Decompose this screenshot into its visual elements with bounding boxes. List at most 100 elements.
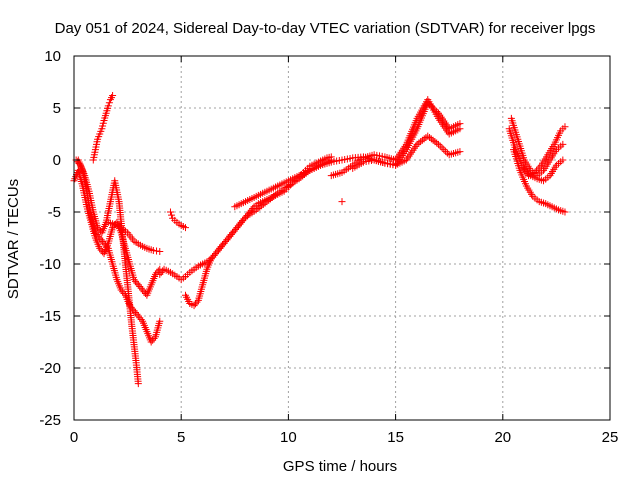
y-tick-label: -10 [39,256,61,273]
data-point-fill [131,277,139,285]
data-point-fill [168,211,176,219]
data-point [559,156,567,164]
axes: 0 5 10 15 20 25 -25 -20 -15 -10 -5 0 5 10 [39,48,618,446]
data-point-fill [234,222,242,230]
x-axis-label: GPS time / hours [283,458,397,475]
x-tick-label: 25 [602,429,619,446]
data-point-fill [418,136,426,144]
data-point [134,312,142,320]
data-point [156,270,164,278]
series-track-l [338,198,346,206]
data-point-fill [210,251,218,259]
data-point-fill [119,288,127,296]
data-point-fill [420,135,428,143]
x-tick-label: 0 [70,429,78,446]
y-tick-label: 0 [53,152,61,169]
data-point-fill [99,237,107,245]
x-tick-label: 10 [280,429,297,446]
data-point-fill [259,200,267,208]
plot-frame [73,55,611,421]
x-tick-label: 20 [494,429,511,446]
data-point [130,276,138,284]
data-point-fill [93,231,101,239]
data-point-fill [137,284,145,292]
data-point [149,246,157,254]
data-point-fill [534,165,542,173]
data-point [126,302,134,310]
data-point-fill [105,99,113,107]
data-point-fill [426,133,434,141]
data-point-fill [97,236,105,244]
data-point-fill [230,227,238,235]
data-point-fill [268,193,276,201]
data-point-fill [431,138,439,146]
data-point [520,164,528,172]
data-point-fill [213,248,221,256]
data-point-fill [436,142,444,150]
data-point-fill [101,241,109,249]
data-point [156,248,164,256]
y-tick-label: -20 [39,360,61,377]
data-point [134,380,142,388]
data-point [424,132,432,140]
data-point [156,317,164,325]
data-point [109,92,117,100]
x-tick-label: 15 [387,429,404,446]
data-point-fill [227,231,235,239]
data-point [220,239,228,247]
y-tick-label: -5 [48,204,61,221]
data-point-fill [136,314,144,322]
series-track-h [166,208,189,232]
data-point [561,208,569,216]
data-point [338,198,346,206]
data-point [207,255,215,263]
data-point-fill [272,191,280,199]
data-point-fill [256,203,264,211]
data-point-fill [214,246,222,254]
data-point [561,123,569,131]
series-track-i [231,99,464,211]
data-point-fill [442,147,450,155]
y-tick-label: 5 [53,100,61,117]
data-point-fill [133,279,141,287]
y-tick-label: -15 [39,308,61,325]
data-point-fill [523,168,531,176]
data-point-fill [150,335,158,343]
data-point-fill [97,246,105,254]
data-point [147,338,155,346]
data-point-fill [136,283,144,291]
data-point [134,281,142,289]
data-point [130,307,138,315]
data-point-fill [103,243,111,251]
data-point-fill [217,243,225,251]
data-point [559,140,567,148]
data-point-fill [254,205,262,213]
data-point-fill [240,215,248,223]
data-point-fill [443,149,451,157]
series-track-n [507,114,567,180]
data-point [96,234,104,242]
series-track-j [327,96,464,180]
data-point-fill [137,315,145,323]
data-point-fill [525,170,533,178]
data-point [224,234,232,242]
data-point [139,286,147,294]
data-point [216,244,224,252]
grid-lines [74,56,610,420]
data-point-fill [440,146,448,154]
y-axis-label: SDTVAR / TECUs [5,179,22,299]
x-tick-label: 5 [177,429,185,446]
data-point-fill [258,202,266,210]
data-point [456,148,464,156]
data-point [237,218,245,226]
data-point-fill [226,232,234,240]
data-point-fill [157,269,165,277]
data-point-fill [427,135,435,143]
data-point-fill [433,139,441,147]
data-point-fill [140,288,148,296]
data-point-fill [127,303,135,311]
series-track-k [349,132,464,172]
data-point [413,140,421,148]
data-point-fill [131,309,139,317]
